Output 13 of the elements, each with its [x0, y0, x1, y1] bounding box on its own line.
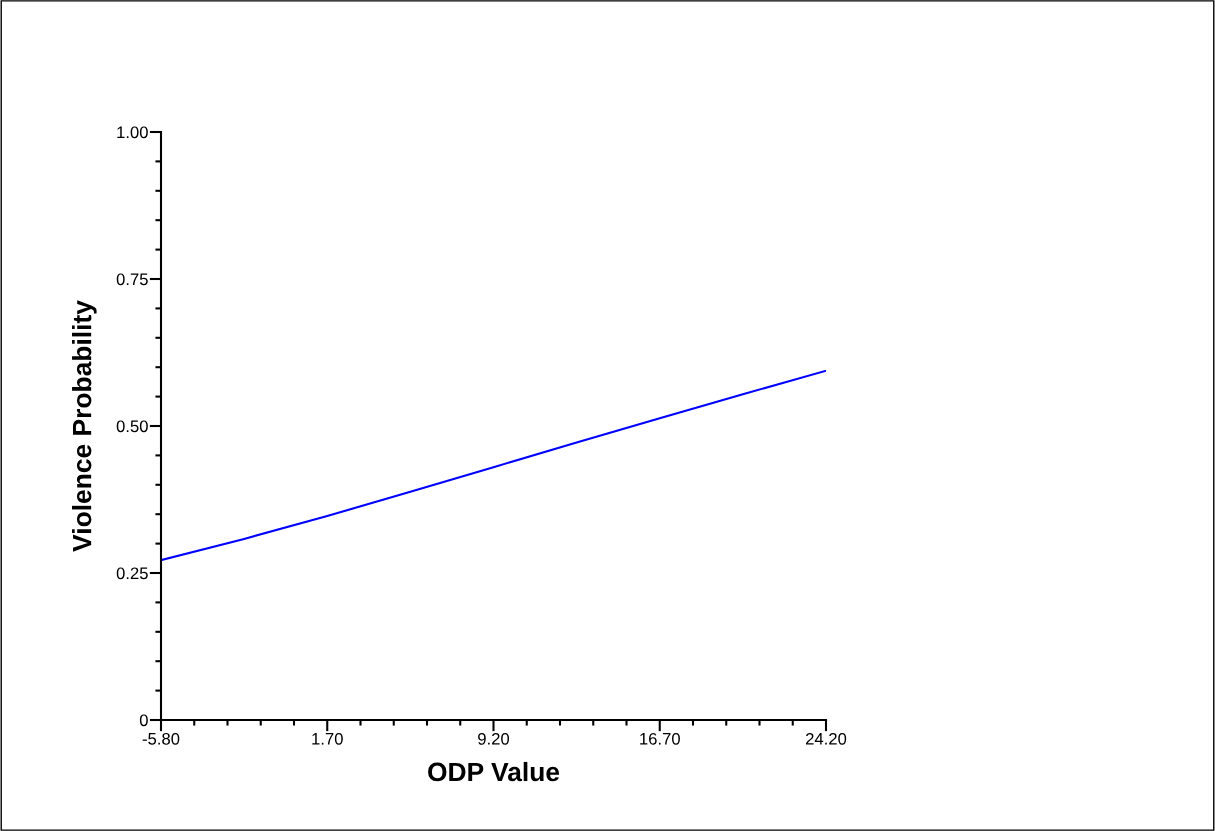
x-tick-label: 1.70: [312, 732, 343, 745]
x-tick-label: 16.70: [640, 732, 680, 745]
x-axis-title: ODP Value: [428, 761, 560, 782]
x-tick-label: 24.20: [805, 732, 847, 745]
line-series: [161, 369, 826, 562]
x-tick-label: 9.20: [478, 732, 510, 745]
y-tick-label: 1.00: [117, 126, 148, 139]
y-tick-label: 0: [139, 714, 148, 727]
y-tick-label: 0.50: [116, 420, 148, 433]
y-axis-title: Violence Probability: [72, 300, 97, 552]
y-tick-label: 0.75: [116, 273, 148, 286]
x-tick-label: -5.80: [142, 732, 180, 745]
y-tick-label: 0.25: [116, 567, 148, 580]
